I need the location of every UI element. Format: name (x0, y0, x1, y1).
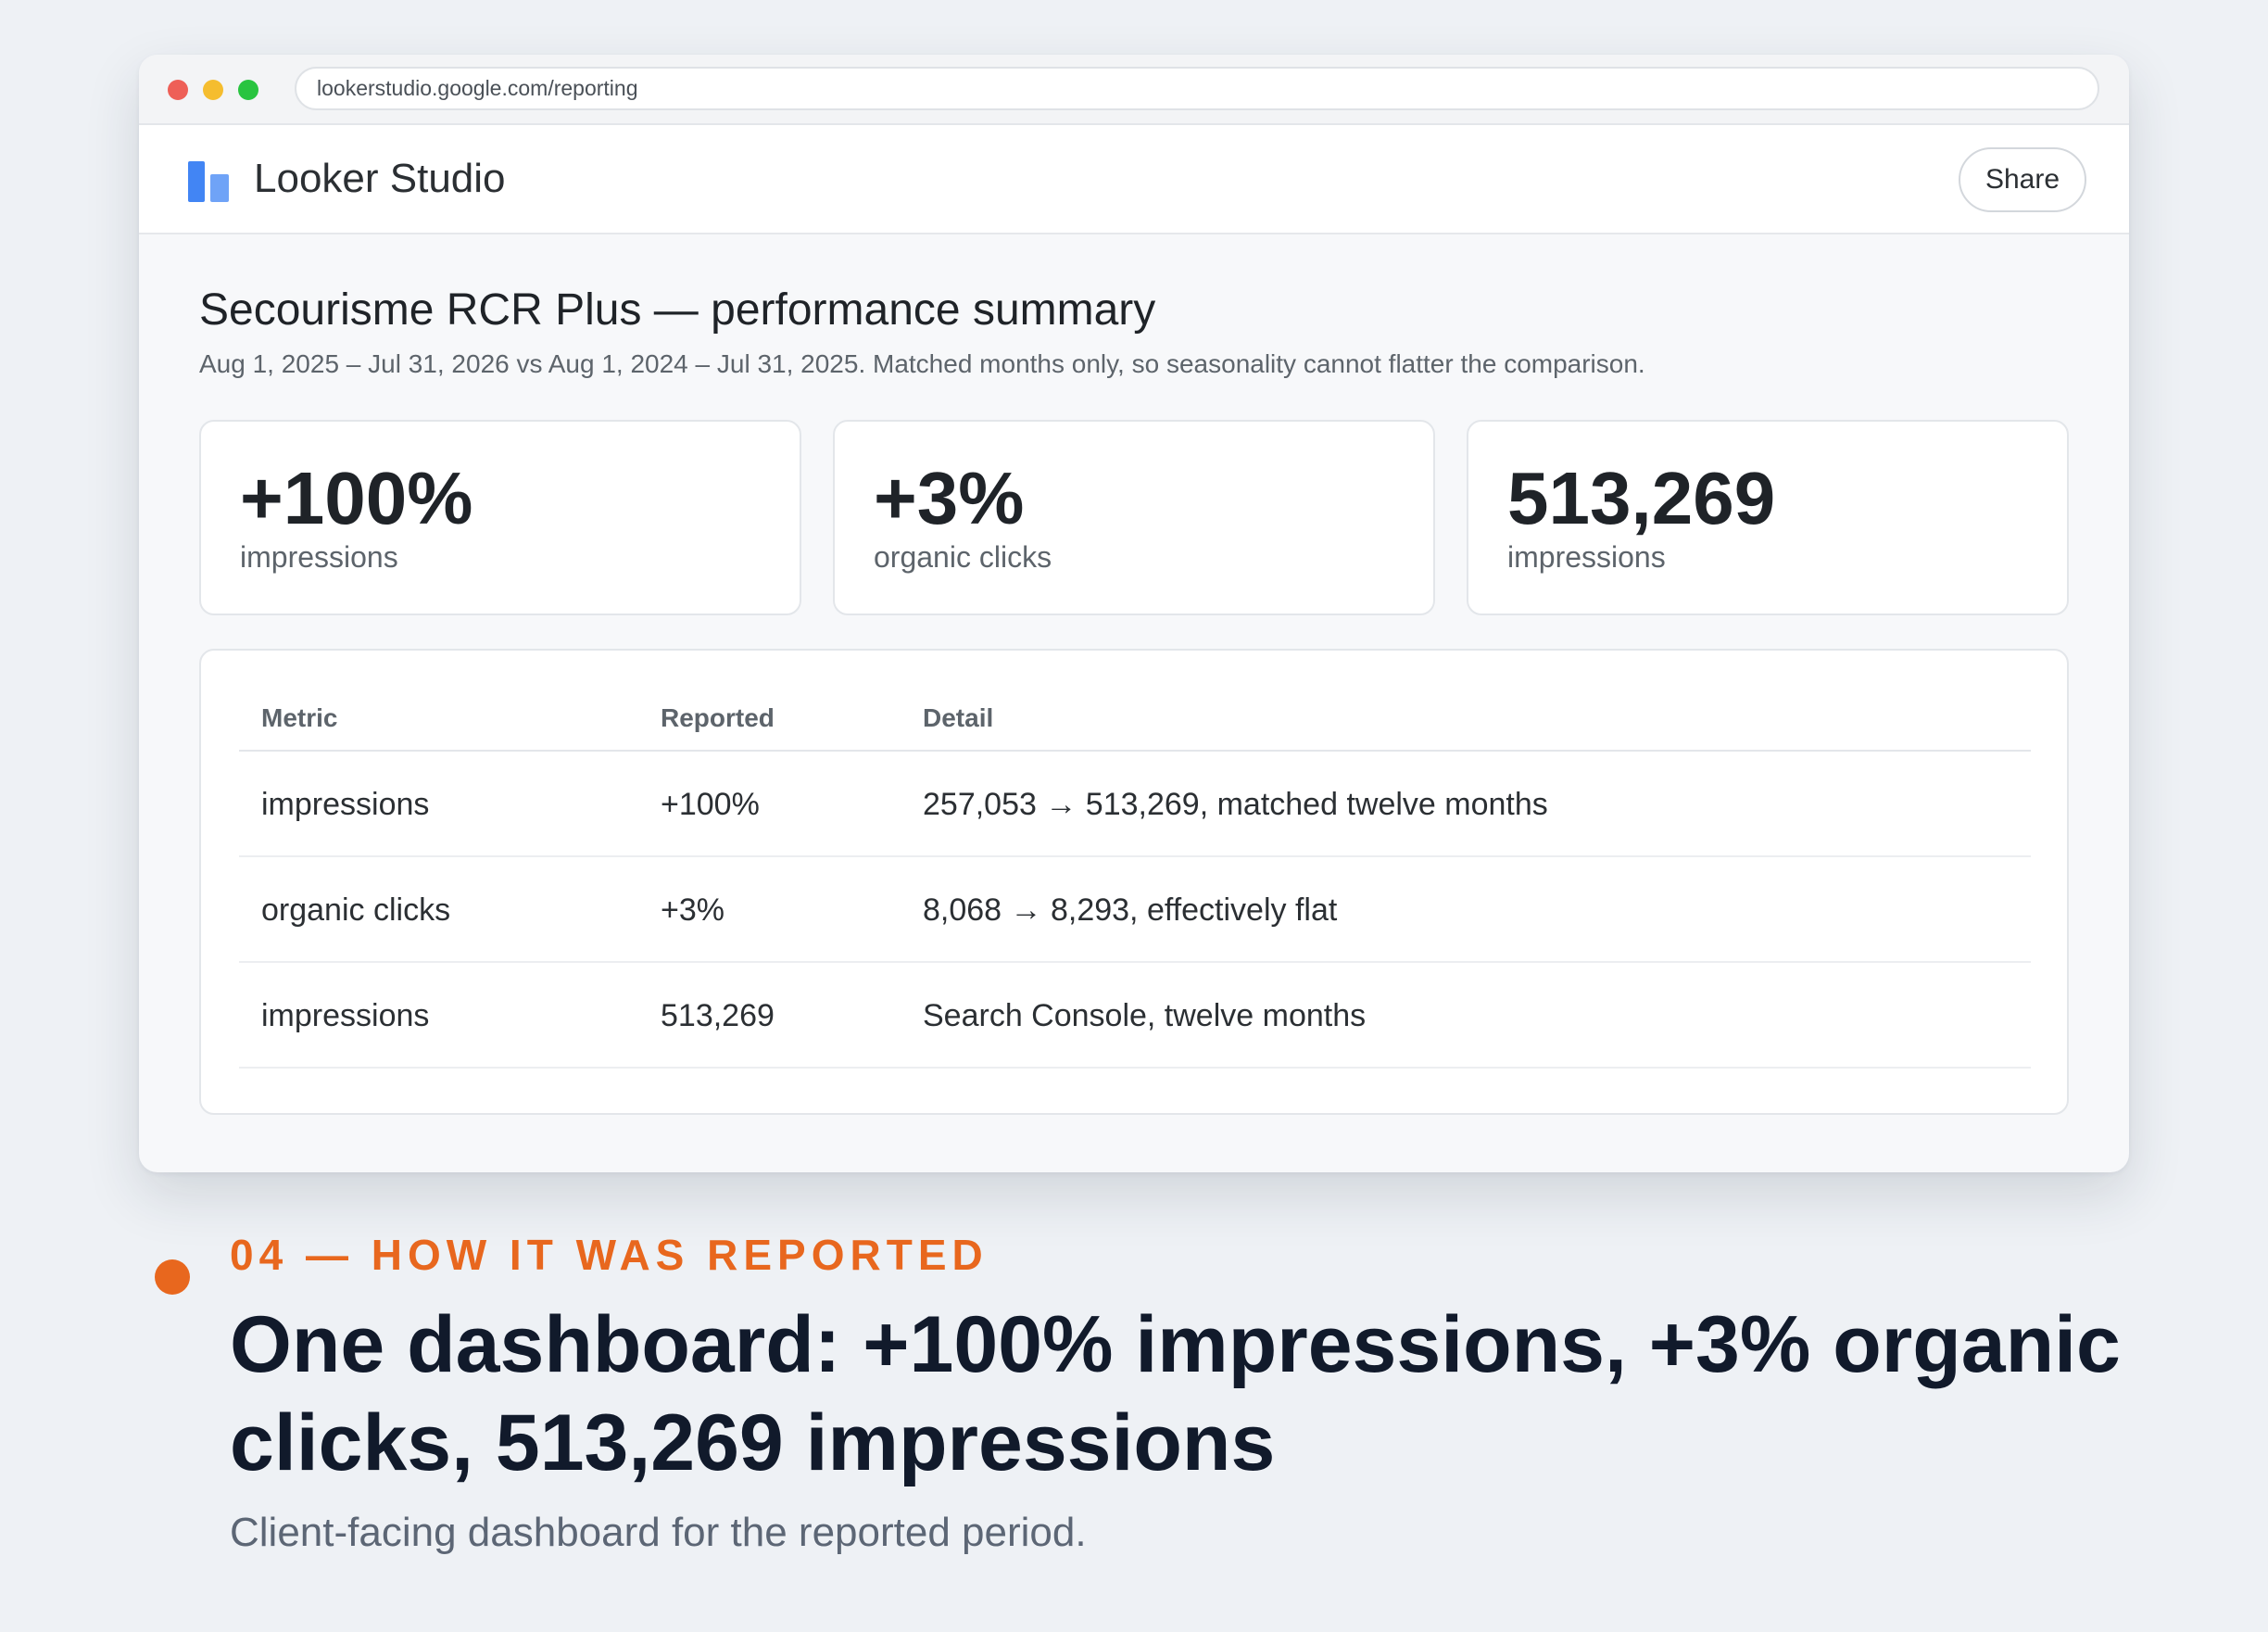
share-button[interactable]: Share (1959, 147, 2086, 212)
maximize-window-button[interactable] (238, 80, 258, 100)
minimize-window-button[interactable] (203, 80, 223, 100)
metrics-table: Metric Reported Detail impressions +100%… (239, 679, 2031, 1069)
report-title: Secourisme RCR Plus — performance summar… (199, 285, 1156, 335)
table-row: impressions +100% 257,053 → 513,269, mat… (239, 752, 2031, 857)
kpi-row: +100% impressions +3% organic clicks 513… (199, 420, 2069, 615)
app-title: Looker Studio (254, 156, 506, 201)
cell-metric: impressions (261, 787, 430, 822)
kpi-card: +3% organic clicks (833, 420, 1435, 615)
app-header: Looker Studio Share (139, 125, 2129, 234)
cell-metric: organic clicks (261, 892, 451, 928)
table-row: impressions 513,269 Search Console, twel… (239, 963, 2031, 1069)
report-subtitle: Aug 1, 2025 – Jul 31, 2026 vs Aug 1, 202… (199, 349, 1645, 378)
cell-reported: +100% (661, 787, 760, 822)
table-row: organic clicks +3% 8,068 → 8,293, effect… (239, 857, 2031, 963)
kpi-value: 513,269 (1507, 457, 1776, 539)
section-subtitle: Client-facing dashboard for the reported… (230, 1510, 1087, 1555)
close-window-button[interactable] (168, 80, 188, 100)
cell-reported: 513,269 (661, 998, 775, 1033)
column-header-detail[interactable]: Detail (923, 703, 994, 732)
kpi-value: +3% (874, 457, 1025, 539)
address-bar[interactable]: lookerstudio.google.com/reporting (295, 67, 2099, 110)
cell-reported: +3% (661, 892, 724, 928)
cell-detail: Search Console, twelve months (923, 998, 1367, 1033)
browser-window: lookerstudio.google.com/reporting Looker… (139, 55, 2129, 1172)
cell-detail: 257,053 → 513,269, matched twelve months (923, 787, 1548, 822)
metrics-table-card: Metric Reported Detail impressions +100%… (199, 649, 2069, 1115)
kpi-card: 513,269 impressions (1467, 420, 2069, 615)
kpi-label: impressions (240, 540, 398, 574)
kpi-label: impressions (1507, 540, 1666, 574)
column-header-reported[interactable]: Reported (661, 703, 775, 732)
section-bullet-icon (155, 1259, 190, 1295)
cell-detail: 8,068 → 8,293, effectively flat (923, 892, 1338, 928)
section-headline: One dashboard: +100% impressions, +3% or… (230, 1300, 2121, 1487)
kpi-card: +100% impressions (199, 420, 801, 615)
section-eyebrow: 04 — HOW IT WAS REPORTED (230, 1231, 989, 1279)
kpi-label: organic clicks (874, 540, 1052, 574)
kpi-value: +100% (240, 457, 473, 539)
column-header-metric[interactable]: Metric (261, 703, 338, 732)
browser-chrome: lookerstudio.google.com/reporting (139, 55, 2129, 125)
table-header-row: Metric Reported Detail (239, 679, 2031, 752)
cell-metric: impressions (261, 998, 430, 1033)
looker-studio-logo-icon (188, 161, 229, 202)
